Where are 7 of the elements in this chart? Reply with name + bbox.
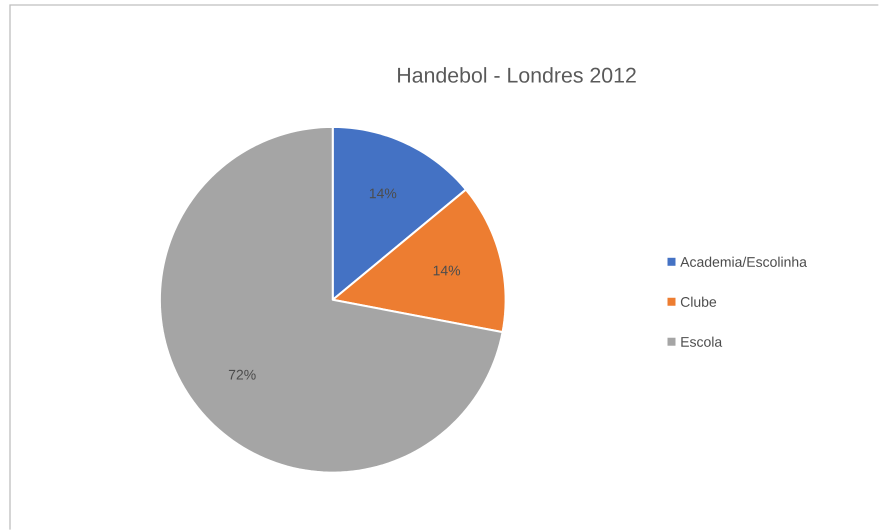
- legend-label: Clube: [680, 296, 716, 307]
- data-label: 14%: [370, 188, 396, 198]
- chart-title: Handebol - Londres 2012: [398, 66, 636, 83]
- data-label: 14%: [434, 266, 460, 276]
- legend-label: Escola: [681, 336, 722, 347]
- legend-label: Academia/Escolinha: [680, 256, 807, 267]
- data-label: 72%: [228, 370, 256, 380]
